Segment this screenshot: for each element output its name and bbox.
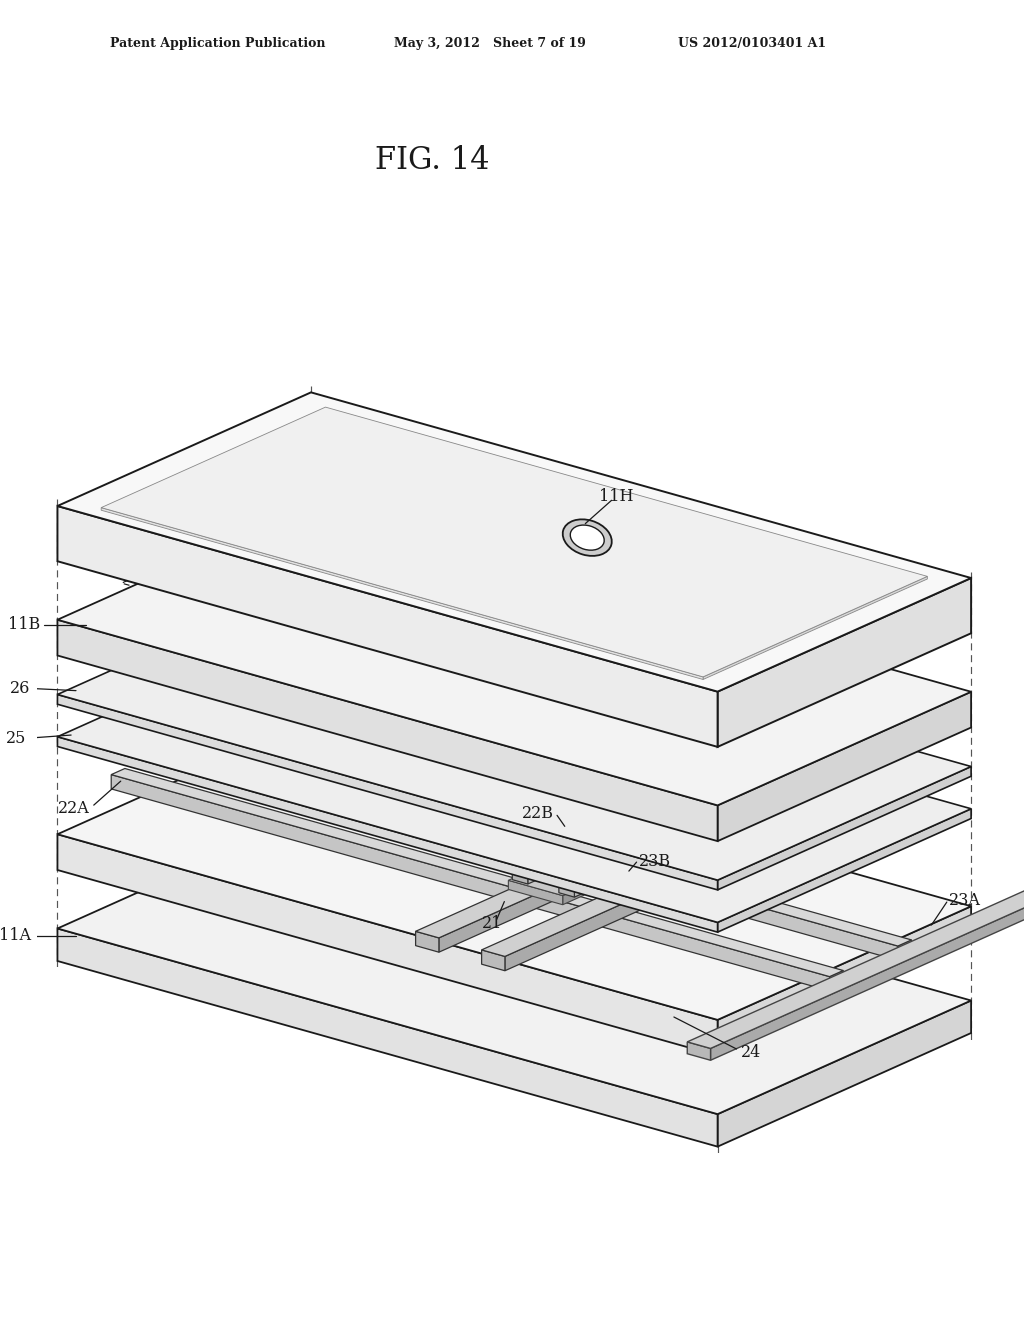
Polygon shape — [452, 750, 536, 780]
Polygon shape — [559, 845, 602, 862]
Polygon shape — [574, 849, 602, 898]
Polygon shape — [718, 578, 971, 747]
Polygon shape — [179, 744, 898, 961]
Polygon shape — [718, 907, 971, 1056]
Text: FIG. 14: FIG. 14 — [375, 145, 489, 176]
Text: 22B: 22B — [522, 805, 554, 822]
Text: 21: 21 — [481, 915, 502, 932]
Ellipse shape — [558, 644, 589, 665]
Polygon shape — [512, 832, 555, 849]
Polygon shape — [481, 950, 505, 970]
Polygon shape — [527, 836, 555, 884]
Polygon shape — [57, 721, 971, 1020]
Polygon shape — [497, 763, 536, 792]
Polygon shape — [505, 830, 787, 970]
Polygon shape — [829, 970, 843, 991]
Text: Patent Application Publication: Patent Application Publication — [110, 37, 325, 50]
Polygon shape — [687, 884, 1024, 1048]
Text: 23B: 23B — [639, 853, 671, 870]
Text: 23A: 23A — [949, 891, 981, 908]
Polygon shape — [57, 506, 718, 747]
Text: May 3, 2012   Sheet 7 of 19: May 3, 2012 Sheet 7 of 19 — [394, 37, 586, 50]
Polygon shape — [101, 508, 703, 680]
Ellipse shape — [563, 519, 611, 556]
Polygon shape — [452, 767, 497, 792]
Polygon shape — [711, 891, 1024, 1060]
Text: 26: 26 — [10, 680, 31, 697]
Polygon shape — [718, 1001, 971, 1147]
Polygon shape — [687, 1041, 711, 1060]
Polygon shape — [57, 581, 971, 880]
Polygon shape — [57, 737, 718, 932]
Polygon shape — [57, 834, 718, 1056]
Polygon shape — [718, 809, 971, 932]
Polygon shape — [57, 392, 971, 692]
Polygon shape — [57, 623, 971, 923]
Polygon shape — [508, 871, 584, 895]
Polygon shape — [112, 768, 843, 977]
Text: 11H: 11H — [599, 488, 634, 504]
Polygon shape — [57, 814, 971, 1114]
Text: 24: 24 — [741, 1044, 762, 1060]
Polygon shape — [508, 880, 563, 904]
Text: 22A: 22A — [58, 800, 90, 817]
Polygon shape — [101, 407, 928, 677]
Polygon shape — [112, 775, 829, 991]
Polygon shape — [703, 577, 928, 680]
Ellipse shape — [563, 648, 584, 661]
Polygon shape — [718, 767, 971, 890]
Polygon shape — [57, 694, 718, 890]
Polygon shape — [718, 692, 971, 841]
Polygon shape — [563, 886, 584, 904]
Text: 11B: 11B — [8, 616, 41, 634]
Polygon shape — [559, 857, 574, 898]
Polygon shape — [179, 738, 911, 946]
Polygon shape — [439, 812, 722, 952]
Text: 25: 25 — [5, 730, 26, 747]
Polygon shape — [481, 824, 787, 957]
Polygon shape — [57, 506, 971, 805]
Polygon shape — [416, 805, 722, 939]
Polygon shape — [416, 932, 439, 952]
Polygon shape — [57, 928, 718, 1147]
Text: US 2012/0103401 A1: US 2012/0103401 A1 — [678, 37, 826, 50]
Polygon shape — [512, 843, 527, 884]
Polygon shape — [57, 620, 718, 841]
Text: 11A: 11A — [0, 928, 31, 945]
Ellipse shape — [570, 525, 604, 550]
Polygon shape — [898, 940, 911, 961]
